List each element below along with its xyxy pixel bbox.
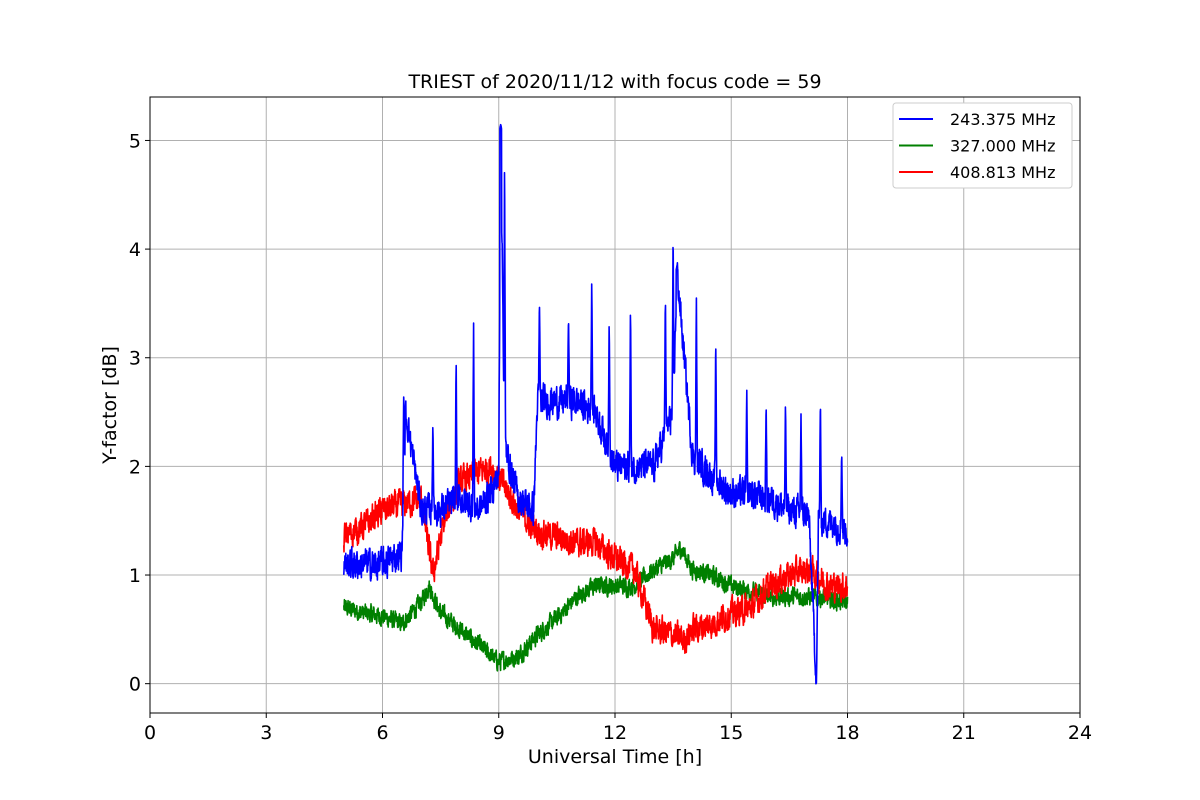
legend-label: 327.000 MHz: [950, 137, 1055, 156]
x-tick-label: 9: [493, 722, 505, 744]
series-line-2: [343, 455, 849, 655]
x-axis-label: Universal Time [h]: [528, 746, 702, 768]
y-tick-label: 1: [129, 565, 141, 587]
x-tick-label: 21: [952, 722, 976, 744]
y-tick-label: 5: [129, 130, 141, 152]
x-tick-label: 3: [260, 722, 272, 744]
x-tick-label: 18: [835, 722, 859, 744]
y-axis-label: Y-factor [dB]: [99, 346, 121, 465]
series-layer: [343, 123, 849, 685]
legend: 243.375 MHz 327.000 MHz 408.813 MHz: [892, 102, 1073, 189]
legend-box: [892, 102, 1073, 189]
chart-title: TRIEST of 2020/11/12 with focus code = 5…: [407, 71, 821, 93]
y-tick-label: 2: [129, 456, 141, 478]
y-tick-label: 0: [129, 674, 141, 696]
y-tick-label: 4: [129, 239, 141, 261]
legend-label: 408.813 MHz: [950, 163, 1055, 182]
x-tick-label: 6: [376, 722, 388, 744]
x-tick-label: 0: [144, 722, 156, 744]
x-tick-label: 12: [603, 722, 627, 744]
y-tick-label: 3: [129, 348, 141, 370]
x-tick-label: 24: [1068, 722, 1092, 744]
series-line-0: [343, 123, 849, 685]
legend-label: 243.375 MHz: [950, 110, 1055, 129]
x-tick-label: 15: [719, 722, 743, 744]
